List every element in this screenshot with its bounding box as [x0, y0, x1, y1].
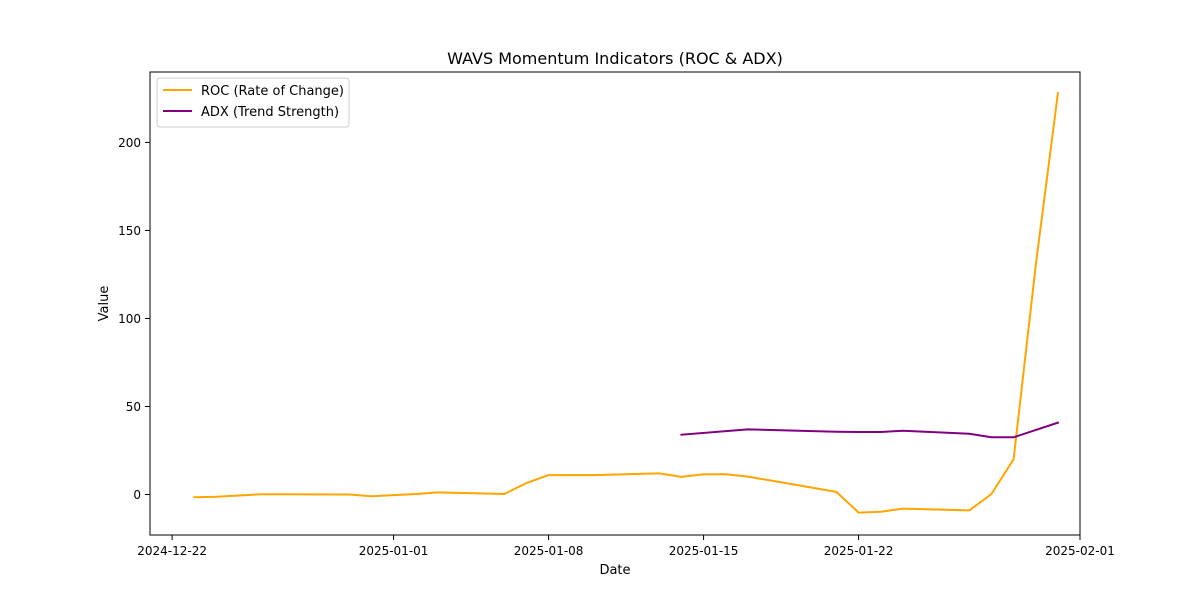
x-tick-label-4: 2025-01-22	[824, 544, 894, 558]
series-layer	[193, 91, 1060, 514]
x-tick-label-5: 2025-02-01	[1045, 544, 1115, 558]
y-tick-label-0: 0	[133, 488, 141, 502]
y-tick-label-3: 150	[118, 224, 141, 238]
plot-frame	[149, 71, 1081, 536]
x-tick-label-2: 2025-01-08	[514, 544, 584, 558]
legend-label-roc: ROC (Rate of Change)	[201, 84, 344, 99]
y-axis: 0 50 100 150 200	[118, 136, 150, 502]
chart-title: WAVS Momentum Indicators (ROC & ADX)	[447, 49, 783, 68]
plot-area	[149, 71, 1081, 536]
x-tick-label-0: 2024-12-22	[137, 544, 207, 558]
x-axis-label: Date	[599, 563, 630, 578]
legend-label-adx: ADX (Trend Strength)	[201, 105, 339, 120]
y-tick-label-4: 200	[118, 136, 141, 150]
y-tick-label-2: 100	[118, 312, 141, 326]
series-line-0	[193, 91, 1060, 514]
legend-box	[156, 77, 350, 128]
y-tick-label-1: 50	[126, 400, 141, 414]
series-line-1	[680, 421, 1060, 439]
x-axis: 2024-12-22 2025-01-01 2025-01-08 2025-01-15…	[137, 535, 1115, 558]
y-axis-label: Value	[97, 286, 112, 322]
x-tick-label-3: 2025-01-15	[669, 544, 739, 558]
x-tick-label-1: 2025-01-01	[359, 544, 429, 558]
legend: ROC (Rate of Change) ADX (Trend Strength…	[156, 77, 350, 128]
